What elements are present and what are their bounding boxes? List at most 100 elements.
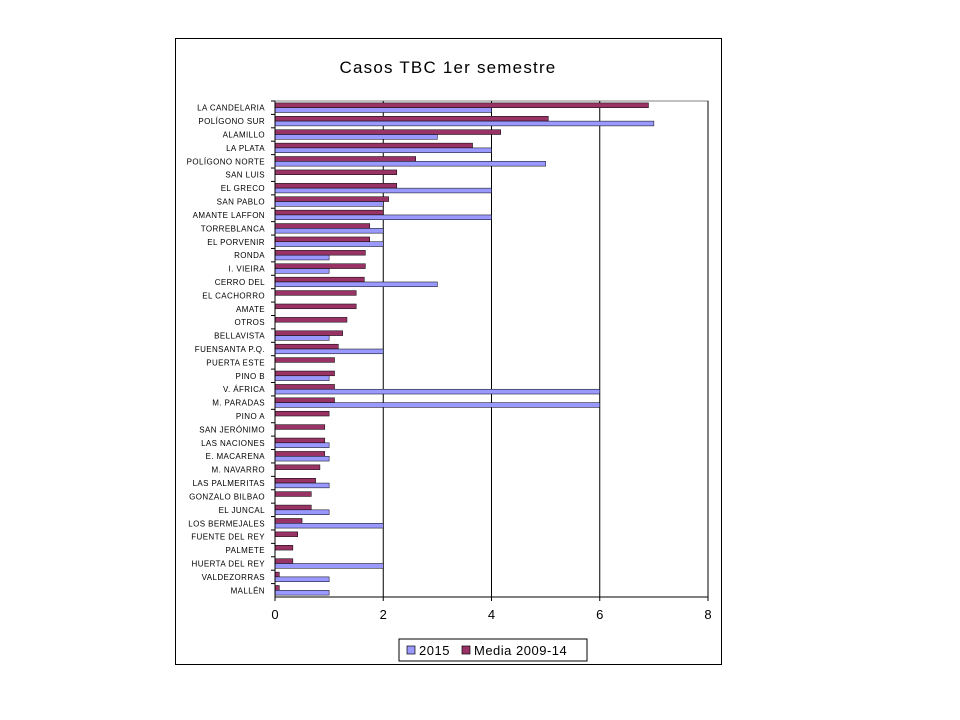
category-label: M. PARADAS (212, 399, 265, 408)
chart-frame: Casos TBC 1er semestre LA CANDELARIA POLÍ… (175, 38, 722, 665)
bar-media-31 (274, 518, 303, 524)
bar-2015-7 (274, 201, 384, 207)
bar-2015-2 (274, 134, 438, 140)
bar-2015-25 (274, 442, 330, 448)
x-tick-label: 0 (271, 607, 278, 622)
bar-media-12 (274, 263, 366, 269)
bar-media-3 (274, 142, 473, 149)
bar-media-26 (274, 451, 326, 457)
bar-2015-12 (274, 268, 330, 274)
bar-media-5 (274, 169, 398, 175)
legend: 2015 Media 2009-14 (398, 638, 588, 662)
category-label: AMATE (236, 305, 265, 314)
category-label: OTROS (235, 318, 265, 327)
bar-media-15 (274, 303, 357, 310)
bar-2015-0 (274, 107, 492, 113)
bar-2015-17 (274, 335, 330, 341)
bar-2015-31 (274, 523, 384, 529)
bar-media-28 (274, 478, 316, 484)
x-tick-label: 6 (596, 607, 603, 622)
bar-media-21 (274, 384, 335, 390)
bar-2015-18 (274, 348, 384, 355)
category-label: LA PLATA (226, 144, 265, 153)
category-label: CERRO DEL (215, 278, 265, 287)
category-label: SAN PABLO (217, 198, 265, 207)
bar-2015-4 (274, 161, 546, 167)
bar-2015-20 (274, 375, 330, 381)
category-label: AMANTE LAFFON (193, 211, 265, 220)
bar-media-0 (274, 102, 649, 108)
legend-label-0: 2015 (419, 643, 450, 658)
bar-chart: Casos TBC 1er semestre LA CANDELARIA POLÍ… (187, 58, 712, 662)
bar-media-4 (274, 156, 416, 162)
category-label: EL JUNCAL (219, 506, 266, 515)
bar-media-11 (274, 250, 366, 256)
legend-swatch-1 (461, 645, 471, 655)
x-axis-ticks: 0 2 4 6 8 (271, 596, 712, 622)
bar-2015-34 (274, 563, 384, 569)
category-label: SAN JERÓNIMO (199, 425, 265, 434)
x-tick-label: 8 (704, 607, 711, 622)
bar-2015-35 (274, 576, 330, 582)
bar-2015-8 (274, 214, 492, 220)
category-label: ALAMILLO (223, 131, 265, 140)
bar-2015-30 (274, 509, 330, 515)
bar-2015-22 (274, 402, 600, 408)
bar-media-8 (274, 209, 384, 216)
bar-media-34 (274, 558, 294, 564)
bar-media-20 (274, 370, 335, 377)
bar-media-2 (274, 129, 501, 135)
bars (274, 102, 655, 596)
category-label: VALDEZORRAS (202, 573, 265, 582)
bar-media-35 (274, 571, 280, 578)
category-label: MALLÉN (231, 586, 265, 595)
bar-media-29 (274, 491, 312, 497)
category-label: I. VIEIRA (229, 265, 266, 274)
bar-2015-11 (274, 254, 330, 261)
bar-media-16 (274, 317, 348, 323)
category-label: PALMETE (225, 546, 265, 555)
category-label: FUENSANTA P.Q. (195, 345, 265, 354)
category-label: LAS PALMERITAS (193, 479, 265, 488)
category-label: POLÍGONO NORTE (187, 157, 265, 166)
category-label: EL PORVENIR (207, 238, 265, 247)
bar-media-33 (274, 545, 294, 551)
category-label: HUERTA DEL REY (192, 559, 266, 568)
bar-media-23 (274, 410, 330, 417)
x-tick-label: 4 (488, 607, 495, 622)
bar-media-19 (274, 357, 335, 363)
legend-box (398, 638, 588, 662)
bar-media-10 (274, 236, 370, 243)
category-label: LA CANDELARIA (197, 104, 265, 113)
bar-media-14 (274, 290, 357, 296)
category-label: POLÍGONO SUR (198, 117, 265, 126)
bar-media-17 (274, 330, 343, 336)
category-label: PINO B (235, 372, 265, 381)
x-tick-label: 2 (380, 607, 387, 622)
category-label: BELLAVISTA (214, 332, 265, 341)
bar-2015-10 (274, 241, 384, 247)
category-label: FUENTE DEL REY (191, 533, 265, 542)
bar-media-7 (274, 196, 389, 202)
category-label: EL CACHORRO (202, 291, 265, 300)
category-label: E. MACARENA (205, 452, 265, 461)
category-label: GONZALO BILBAO (189, 492, 265, 501)
bar-2015-26 (274, 455, 330, 462)
category-label: LOS BERMEJALES (188, 519, 265, 528)
bar-media-32 (274, 531, 298, 537)
category-label: PUERTA ESTE (206, 358, 265, 367)
bar-media-13 (274, 276, 365, 283)
category-label: V. ÁFRICA (223, 385, 265, 394)
bar-media-36 (274, 585, 280, 591)
legend-label-1: Media 2009-14 (474, 643, 567, 658)
bar-media-6 (274, 183, 398, 189)
category-label: M. NAVARRO (212, 466, 265, 475)
chart-title: Casos TBC 1er semestre (340, 58, 557, 77)
legend-swatch-0 (406, 645, 416, 655)
bar-media-1 (274, 116, 549, 122)
bar-2015-1 (274, 120, 655, 127)
bar-media-18 (274, 343, 339, 350)
bar-2015-21 (274, 388, 600, 395)
bar-media-25 (274, 437, 326, 444)
bar-2015-36 (274, 590, 330, 596)
